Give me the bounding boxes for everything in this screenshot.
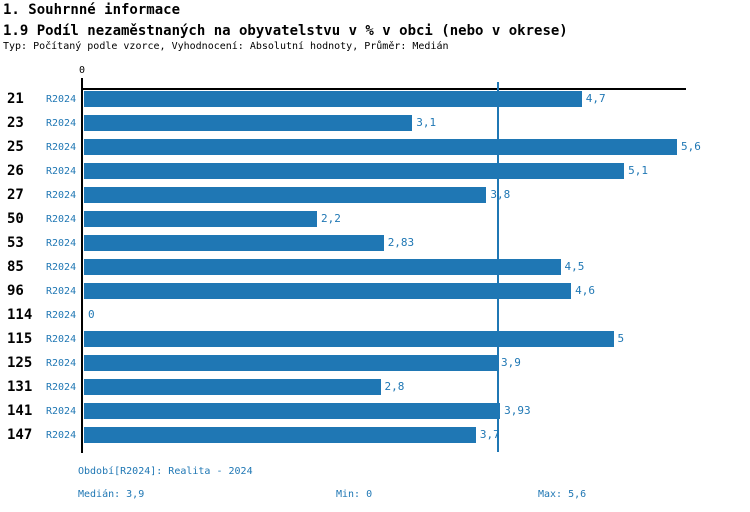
bar [84,115,413,131]
series-label: R2024 [46,358,77,369]
value-label: 4,7 [585,92,606,105]
bar [84,427,476,443]
series-label: R2024 [46,166,77,177]
value-label: 4,5 [564,260,585,273]
value-label: 3,1 [416,116,437,129]
chart-row: 21 R2024 4,7 [0,91,750,107]
series-label: R2024 [46,382,77,393]
bar [84,331,614,347]
bar [84,211,317,227]
bar [84,379,381,395]
series-label: R2024 [46,94,77,105]
series-label: R2024 [46,334,77,345]
chart-row: 27 R2024 3,8 [0,187,750,203]
chart-row: 25 R2024 5,6 [0,139,750,155]
chart-row: 53 R2024 2,83 [0,235,750,251]
stat-max-label: Max: 5,6 [538,489,587,500]
bar [84,187,487,203]
chart-row: 115 R2024 5 [0,331,750,347]
series-label: R2024 [46,142,77,153]
bar [84,283,572,299]
series-label: R2024 [46,118,77,129]
category-label: 125 [7,355,33,371]
value-label: 3,9 [501,356,521,369]
chart-row: 125 R2024 3,9 [0,355,750,371]
bar [84,403,501,419]
chart-row: 141 R2024 3,93 [0,403,750,419]
value-label: 2,2 [320,212,341,225]
value-label: 2,83 [387,236,415,249]
chart-row: 131 R2024 2,8 [0,379,750,395]
bar [84,91,582,107]
value-label: 3,7 [479,428,500,441]
category-label: 147 [7,427,33,443]
series-label: R2024 [46,430,77,441]
category-label: 131 [7,379,33,395]
x-axis-zero-tick-label: 0 [78,65,86,76]
category-label: 115 [7,331,33,347]
series-label: R2024 [46,286,77,297]
category-label: 85 [7,259,24,275]
series-label: R2024 [46,406,77,417]
y-axis-line [81,78,83,453]
series-label: R2024 [46,190,77,201]
x-axis-line [81,88,686,90]
chart-meta-line: Typ: Počítaný podle vzorce, Vyhodnocení:… [3,41,449,52]
report-section-title: 1. Souhrnné informace [3,2,181,18]
median-reference-line [497,82,499,452]
value-label: 0 [88,308,95,321]
series-label: R2024 [46,214,77,225]
legend-period-label: Období[R2024]: Realita - 2024 [78,466,253,477]
bar [84,163,625,179]
series-label: R2024 [46,310,77,321]
chart-title: 1.9 Podíl nezaměstnaných na obyvatelstvu… [3,23,568,39]
category-label: 26 [7,163,24,179]
chart-row: 147 R2024 3,7 [0,427,750,443]
category-label: 21 [7,91,24,107]
value-label: 3,93 [504,404,531,417]
category-label: 25 [7,139,24,155]
category-label: 96 [7,283,24,299]
series-label: R2024 [46,262,77,273]
chart-row: 26 R2024 5,1 [0,163,750,179]
value-label: 3,8 [490,188,511,201]
bar [84,259,561,275]
category-label: 50 [7,211,24,227]
category-label: 53 [7,235,24,251]
bar [84,355,497,371]
value-label: 2,8 [384,380,405,393]
chart-row: 114 R2024 0 [0,307,750,323]
chart-row: 23 R2024 3,1 [0,115,750,131]
chart-row: 50 R2024 2,2 [0,211,750,227]
category-label: 27 [7,187,24,203]
value-label: 5 [617,332,625,345]
series-label: R2024 [46,238,77,249]
category-label: 23 [7,115,24,131]
category-label: 114 [7,307,33,323]
value-label: 4,6 [575,284,595,297]
chart-row: 85 R2024 4,5 [0,259,750,275]
bar [84,139,678,155]
chart-row: 96 R2024 4,6 [0,283,750,299]
bar [84,235,384,251]
category-label: 141 [7,403,33,419]
stat-min-label: Min: 0 [336,489,373,500]
stat-median-label: Medián: 3,9 [78,489,145,500]
value-label: 5,6 [681,140,701,153]
value-label: 5,1 [628,164,648,177]
